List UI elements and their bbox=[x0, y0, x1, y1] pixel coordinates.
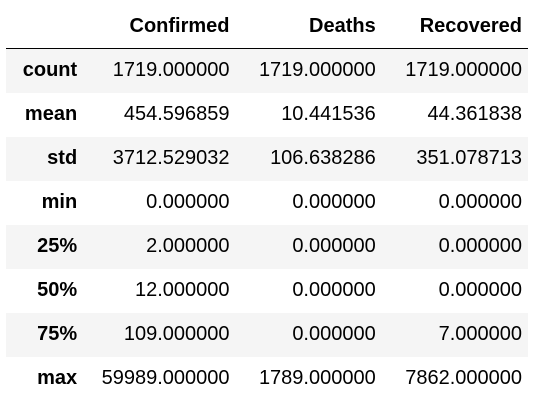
table-cell: 59989.000000 bbox=[101, 367, 230, 389]
table-cell: 0.000000 bbox=[292, 279, 376, 301]
table-cell: 351.078713 bbox=[416, 147, 522, 169]
row-label: mean bbox=[24, 103, 78, 125]
table-row: 25% 2.000000 0.000000 0.000000 bbox=[6, 224, 528, 269]
table-cell: 454.596859 bbox=[123, 103, 230, 125]
table-cell: 0.000000 bbox=[438, 191, 522, 213]
table-cell: 0.000000 bbox=[292, 191, 376, 213]
table-row: min 0.000000 0.000000 0.000000 bbox=[6, 180, 528, 225]
table-cell: 0.000000 bbox=[292, 235, 376, 257]
table-cell: 1719.000000 bbox=[112, 59, 230, 82]
row-label: min bbox=[41, 191, 78, 213]
table-cell: 7862.000000 bbox=[405, 367, 522, 389]
row-label: max bbox=[37, 367, 78, 389]
row-label: 75% bbox=[37, 323, 78, 345]
column-header-confirmed: Confirmed bbox=[83, 5, 236, 49]
index-header bbox=[6, 5, 84, 49]
row-label: 25% bbox=[37, 235, 78, 257]
table-cell: 7.000000 bbox=[438, 323, 522, 345]
table-row: max 59989.000000 1789.000000 7862.000000 bbox=[6, 356, 528, 401]
table-body: count 1719.000000 1719.000000 1719.00000… bbox=[6, 48, 528, 401]
table-cell: 0.000000 bbox=[292, 323, 376, 345]
describe-table: Confirmed Deaths Recovered count 1719.00… bbox=[6, 5, 528, 401]
table-header: Confirmed Deaths Recovered bbox=[6, 5, 528, 49]
column-header-deaths: Deaths bbox=[235, 5, 382, 49]
table-cell: 0.000000 bbox=[146, 191, 230, 213]
row-label: count bbox=[22, 59, 78, 82]
table-cell: 3712.529032 bbox=[112, 147, 230, 169]
table-row: 50% 12.000000 0.000000 0.000000 bbox=[6, 268, 528, 313]
table-cell: 109.000000 bbox=[123, 323, 230, 345]
table-cell: 0.000000 bbox=[438, 235, 522, 257]
table-cell: 1719.000000 bbox=[258, 59, 376, 82]
table-cell: 1789.000000 bbox=[258, 367, 376, 389]
table-row: mean 454.596859 10.441536 44.361838 bbox=[6, 92, 528, 137]
table-cell: 10.441536 bbox=[281, 103, 376, 125]
table-row: count 1719.000000 1719.000000 1719.00000… bbox=[6, 48, 528, 93]
table-cell: 2.000000 bbox=[146, 235, 230, 257]
table-row: 75% 109.000000 0.000000 7.000000 bbox=[6, 312, 528, 357]
row-label: std bbox=[47, 147, 78, 169]
header-row: Confirmed Deaths Recovered bbox=[6, 5, 528, 49]
table-cell: 0.000000 bbox=[438, 279, 522, 301]
table-row: std 3712.529032 106.638286 351.078713 bbox=[6, 136, 528, 181]
table-cell: 12.000000 bbox=[134, 279, 230, 301]
table-cell: 44.361838 bbox=[427, 103, 522, 125]
row-label: 50% bbox=[37, 279, 78, 301]
table-cell: 1719.000000 bbox=[405, 59, 522, 82]
table-cell: 106.638286 bbox=[270, 147, 376, 169]
column-header-recovered: Recovered bbox=[381, 5, 528, 49]
